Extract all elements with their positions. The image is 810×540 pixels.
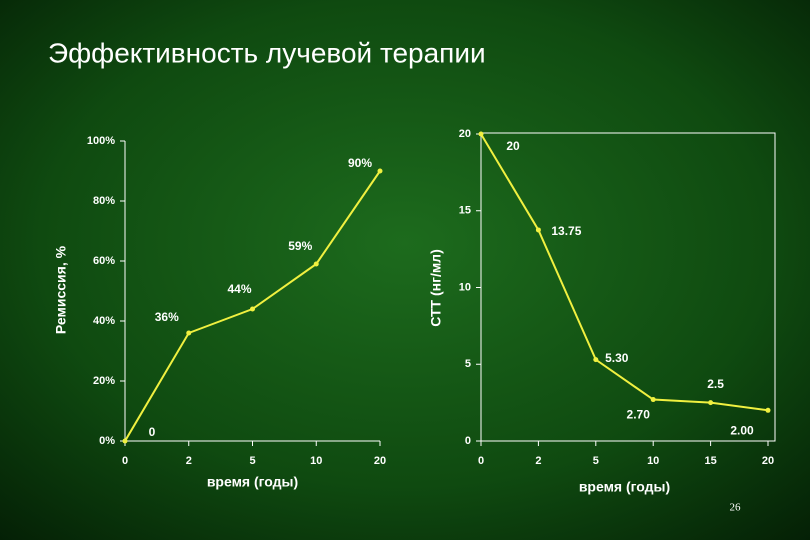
data-point <box>186 330 192 336</box>
data-point <box>593 357 599 363</box>
data-point <box>650 397 656 403</box>
x-tick-label: 10 <box>310 455 322 467</box>
data-point <box>478 131 484 137</box>
x-tick-label: 2 <box>535 455 541 467</box>
x-tick-label: 20 <box>762 455 774 467</box>
data-point <box>765 407 771 413</box>
data-point <box>535 227 541 233</box>
x-tick-label: 5 <box>249 455 255 467</box>
value-label: 36% <box>155 310 179 324</box>
y-tick-label: 20% <box>93 375 115 387</box>
x-axis-label: время (годы) <box>579 479 670 495</box>
page-number: 26 <box>730 502 742 514</box>
data-point <box>122 438 128 444</box>
y-tick-label: 0% <box>99 435 115 447</box>
x-tick-label: 5 <box>593 455 599 467</box>
data-point <box>377 168 383 174</box>
slide-title: Эффективность лучевой терапии <box>48 37 486 68</box>
y-tick-label: 15 <box>459 205 471 217</box>
x-tick-label: 0 <box>122 455 128 467</box>
data-point <box>250 306 255 312</box>
data-line <box>480 133 769 412</box>
y-tick-label: 0 <box>465 435 471 447</box>
x-tick-label: 10 <box>647 455 659 467</box>
x-axis-label: время (годы) <box>207 474 298 490</box>
y-tick-label: 20 <box>459 128 471 140</box>
value-label: 90% <box>348 156 372 170</box>
x-tick-label: 20 <box>374 455 386 467</box>
y-tick-label: 5 <box>465 358 471 370</box>
y-tick-label: 10 <box>459 281 471 293</box>
x-tick-label: 2 <box>186 455 192 467</box>
value-label: 2.70 <box>627 408 651 422</box>
value-label: 2.00 <box>730 423 754 437</box>
value-label: 2.5 <box>707 377 724 391</box>
y-tick-label: 40% <box>93 315 115 327</box>
y-tick-label: 60% <box>93 255 115 267</box>
value-label: 59% <box>288 239 312 253</box>
y-axis-label: СТТ (нг/мл) <box>428 249 444 327</box>
value-label: 5.30 <box>605 351 629 365</box>
y-tick-label: 80% <box>93 195 115 207</box>
value-label: 44% <box>227 282 251 296</box>
value-label: 0 <box>149 425 156 439</box>
data-point <box>708 400 714 406</box>
y-tick-label: 100% <box>87 135 115 147</box>
x-tick-label: 15 <box>704 455 716 467</box>
value-label: 13.75 <box>551 224 581 238</box>
x-tick-label: 0 <box>478 455 484 467</box>
data-point <box>313 261 319 267</box>
y-axis-label: Ремиссия, % <box>53 245 69 334</box>
value-label: 20 <box>506 139 520 153</box>
